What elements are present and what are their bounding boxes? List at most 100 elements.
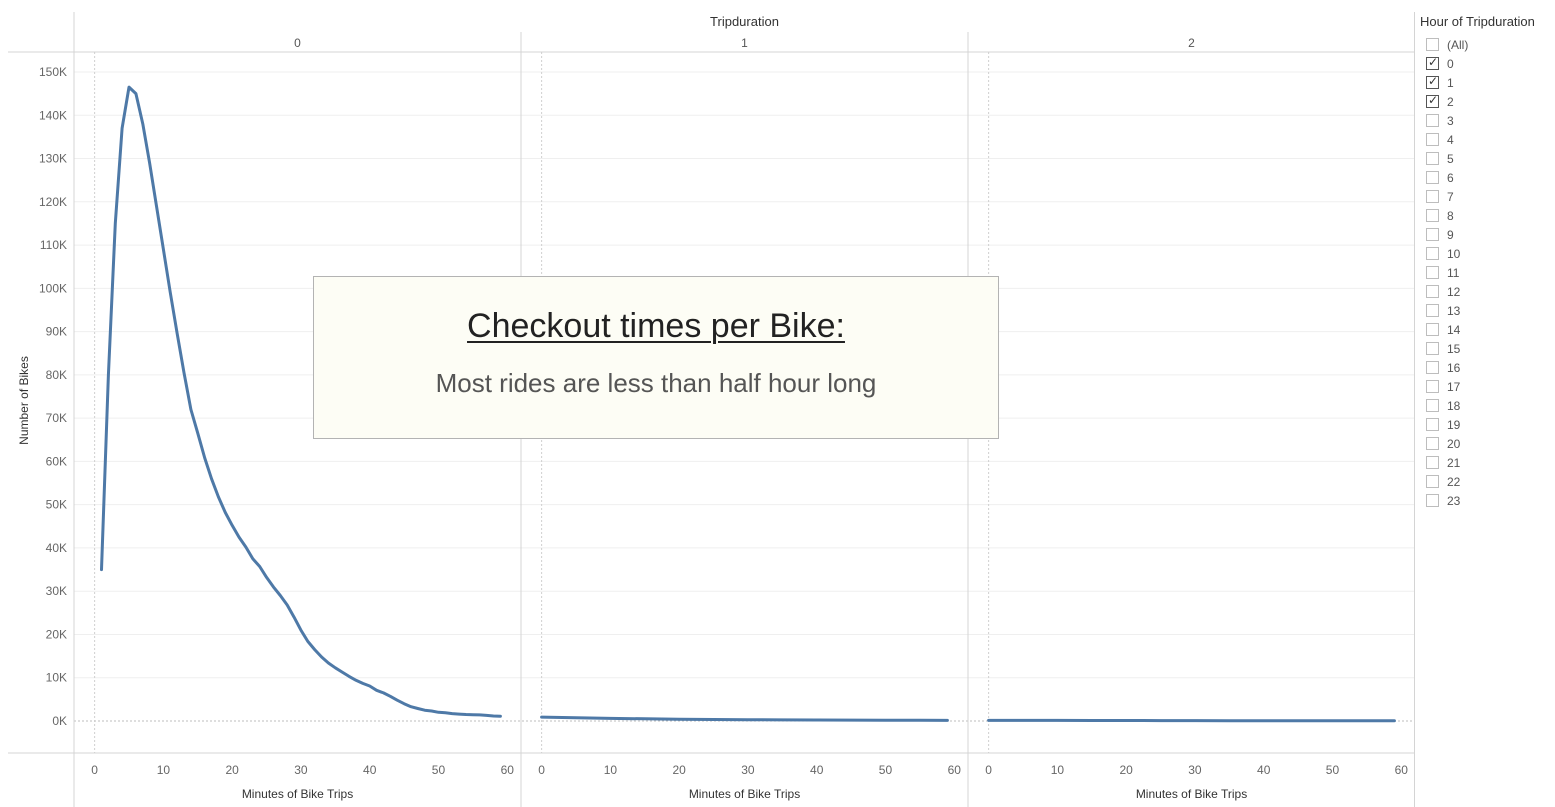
legend-item[interactable]: 14 bbox=[1420, 320, 1552, 339]
chart-area: Tripduration 0K 10K 20K 30K 40K 50K 60K 70K 80K 90… bbox=[8, 12, 1415, 807]
checkbox[interactable] bbox=[1426, 228, 1439, 241]
legend-item[interactable]: 8 bbox=[1420, 206, 1552, 225]
x-tick-label: 10 bbox=[604, 763, 618, 777]
checkbox[interactable] bbox=[1426, 456, 1439, 469]
header-title: Tripduration bbox=[710, 14, 779, 29]
x-tick-label: 10 bbox=[1051, 763, 1065, 777]
legend-item-label: 5 bbox=[1447, 151, 1454, 166]
legend-item[interactable]: 4 bbox=[1420, 130, 1552, 149]
x-tick-label: 0 bbox=[91, 763, 98, 777]
legend-item[interactable]: 12 bbox=[1420, 282, 1552, 301]
checkbox[interactable] bbox=[1426, 380, 1439, 393]
legend-item-label: 12 bbox=[1447, 284, 1461, 299]
legend-item[interactable]: 10 bbox=[1420, 244, 1552, 263]
x-axis-title: Minutes of Bike Trips bbox=[242, 787, 353, 801]
checkbox[interactable] bbox=[1426, 285, 1439, 298]
checkbox[interactable] bbox=[1426, 209, 1439, 222]
legend-item[interactable]: 17 bbox=[1420, 377, 1552, 396]
legend-item[interactable]: 6 bbox=[1420, 168, 1552, 187]
x-tick-label: 30 bbox=[294, 763, 308, 777]
checkbox[interactable] bbox=[1426, 133, 1439, 146]
facet-label: 0 bbox=[294, 36, 301, 50]
legend-item[interactable]: 2 bbox=[1420, 92, 1552, 111]
checkbox[interactable] bbox=[1426, 114, 1439, 127]
legend-item-label: 20 bbox=[1447, 436, 1461, 451]
x-tick-label: 0 bbox=[985, 763, 992, 777]
hour-filter-legend: Hour of Tripduration (All)01234567891011… bbox=[1420, 14, 1552, 510]
y-tick-label: 0K bbox=[52, 714, 67, 728]
x-tick-label: 60 bbox=[948, 763, 962, 777]
x-tick-label: 40 bbox=[1257, 763, 1271, 777]
checkbox[interactable] bbox=[1426, 38, 1439, 51]
checkbox[interactable] bbox=[1426, 55, 1439, 70]
y-tick-label: 60K bbox=[46, 454, 67, 468]
legend-item[interactable]: 22 bbox=[1420, 472, 1552, 491]
legend-items: (All)01234567891011121314151617181920212… bbox=[1420, 35, 1552, 510]
line-chart: Tripduration 0K 10K 20K 30K 40K 50K 60K 70K 80K 90… bbox=[8, 12, 1415, 807]
legend-item-label: 17 bbox=[1447, 379, 1461, 394]
checkbox[interactable] bbox=[1426, 399, 1439, 412]
checkbox[interactable] bbox=[1426, 494, 1439, 507]
y-tick-label: 40K bbox=[46, 541, 67, 555]
checkbox[interactable] bbox=[1426, 93, 1439, 108]
legend-item[interactable]: 23 bbox=[1420, 491, 1552, 510]
checkbox[interactable] bbox=[1426, 304, 1439, 317]
legend-item[interactable]: 7 bbox=[1420, 187, 1552, 206]
annotation-title: Checkout times per Bike: bbox=[467, 307, 845, 345]
legend-item-label: 21 bbox=[1447, 455, 1461, 470]
y-tick-label: 150K bbox=[39, 65, 67, 79]
checkbox[interactable] bbox=[1426, 361, 1439, 374]
x-tick-label: 10 bbox=[157, 763, 171, 777]
legend-item[interactable]: 18 bbox=[1420, 396, 1552, 415]
y-tick-label: 110K bbox=[40, 238, 67, 252]
y-tick-label: 70K bbox=[46, 411, 67, 425]
y-tick-label: 80K bbox=[46, 368, 67, 382]
legend-item[interactable]: 11 bbox=[1420, 263, 1552, 282]
series-line bbox=[540, 715, 949, 722]
checkbox[interactable] bbox=[1426, 323, 1439, 336]
checkbox[interactable] bbox=[1426, 152, 1439, 165]
series-line bbox=[100, 85, 502, 718]
checkbox[interactable] bbox=[1426, 266, 1439, 279]
legend-title: Hour of Tripduration bbox=[1420, 14, 1535, 29]
checkbox[interactable] bbox=[1426, 190, 1439, 203]
legend-item[interactable]: 1 bbox=[1420, 73, 1552, 92]
x-tick-label: 50 bbox=[432, 763, 446, 777]
legend-item-label: 15 bbox=[1447, 341, 1461, 356]
legend-item-label: 9 bbox=[1447, 227, 1454, 242]
checkbox[interactable] bbox=[1426, 418, 1439, 431]
legend-item[interactable]: 19 bbox=[1420, 415, 1552, 434]
checkbox[interactable] bbox=[1426, 247, 1439, 260]
y-tick-label: 140K bbox=[39, 108, 67, 122]
legend-item-label: 6 bbox=[1447, 170, 1454, 185]
legend-item[interactable]: 13 bbox=[1420, 301, 1552, 320]
checkbox[interactable] bbox=[1426, 171, 1439, 184]
legend-item[interactable]: 5 bbox=[1420, 149, 1552, 168]
legend-item[interactable]: 15 bbox=[1420, 339, 1552, 358]
y-tick-label: 130K bbox=[39, 152, 67, 166]
y-tick-label: 120K bbox=[39, 195, 67, 209]
legend-item[interactable]: (All) bbox=[1420, 35, 1552, 54]
x-tick-label: 60 bbox=[501, 763, 515, 777]
x-axis-title: Minutes of Bike Trips bbox=[689, 787, 800, 801]
legend-item[interactable]: 20 bbox=[1420, 434, 1552, 453]
y-axis-title: Number of Bikes bbox=[17, 356, 31, 445]
checkbox[interactable] bbox=[1426, 437, 1439, 450]
checkbox[interactable] bbox=[1426, 475, 1439, 488]
checkbox[interactable] bbox=[1426, 342, 1439, 355]
y-tick-label: 30K bbox=[46, 584, 67, 598]
legend-item-label: 14 bbox=[1447, 322, 1461, 337]
legend-item-label: 0 bbox=[1447, 56, 1454, 71]
annotation-box: Checkout times per Bike: Most rides are … bbox=[313, 276, 999, 439]
y-tick-label: 20K bbox=[46, 627, 67, 641]
checkbox[interactable] bbox=[1426, 74, 1439, 89]
legend-item[interactable]: 9 bbox=[1420, 225, 1552, 244]
legend-item[interactable]: 16 bbox=[1420, 358, 1552, 377]
legend-item[interactable]: 21 bbox=[1420, 453, 1552, 472]
legend-item[interactable]: 0 bbox=[1420, 54, 1552, 73]
facet-label: 2 bbox=[1188, 36, 1195, 50]
legend-item-label: 4 bbox=[1447, 132, 1454, 147]
x-tick-label: 50 bbox=[1326, 763, 1340, 777]
legend-item-label: 2 bbox=[1447, 94, 1454, 109]
legend-item[interactable]: 3 bbox=[1420, 111, 1552, 130]
